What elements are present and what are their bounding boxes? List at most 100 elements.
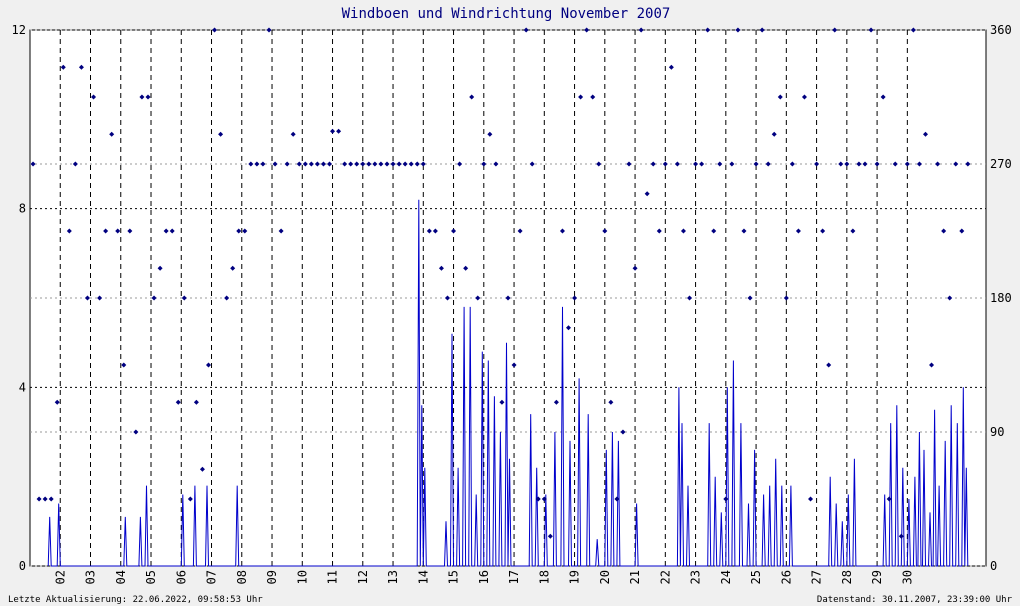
direction-point-153 bbox=[953, 161, 959, 167]
x-tick-28: 28 bbox=[840, 570, 854, 584]
x-tick-12: 12 bbox=[356, 570, 370, 584]
direction-point-23 bbox=[169, 228, 175, 234]
direction-point-70 bbox=[451, 228, 457, 234]
x-tick-27: 27 bbox=[810, 570, 824, 584]
direction-point-121 bbox=[759, 27, 765, 33]
direction-point-96 bbox=[608, 399, 614, 405]
direction-point-42 bbox=[284, 161, 290, 167]
direction-point-127 bbox=[795, 228, 801, 234]
direction-point-30 bbox=[212, 27, 218, 33]
direction-point-133 bbox=[832, 27, 838, 33]
x-tick-05: 05 bbox=[144, 570, 158, 584]
direction-point-64 bbox=[414, 161, 420, 167]
x-tick-15: 15 bbox=[447, 570, 461, 584]
direction-point-125 bbox=[783, 295, 789, 301]
gust-series bbox=[47, 199, 969, 567]
direction-point-40 bbox=[272, 161, 278, 167]
direction-point-141 bbox=[880, 94, 886, 100]
footer-data-status: Datenstand: 30.11.2007, 23:39:00 Uhr bbox=[817, 595, 1013, 605]
direction-point-86 bbox=[547, 533, 553, 539]
direction-point-148 bbox=[922, 131, 928, 137]
direction-point-14 bbox=[115, 228, 121, 234]
direction-point-119 bbox=[747, 295, 753, 301]
direction-point-89 bbox=[566, 325, 572, 331]
direction-point-135 bbox=[844, 161, 850, 167]
y-right-tick-360: 360 bbox=[990, 23, 1012, 37]
direction-point-123 bbox=[771, 131, 777, 137]
direction-point-120 bbox=[753, 161, 759, 167]
direction-point-52 bbox=[342, 161, 348, 167]
direction-point-3 bbox=[48, 496, 54, 502]
y-right-tick-0: 0 bbox=[990, 559, 997, 573]
direction-point-28 bbox=[199, 466, 205, 472]
x-axis: 02 03 04 05 06 07 08 09 10 11 12 13 14 15 16 17 18 19 20 21… bbox=[53, 570, 914, 584]
direction-point-81 bbox=[517, 228, 523, 234]
direction-point-43 bbox=[290, 131, 296, 137]
direction-point-73 bbox=[469, 94, 475, 100]
y-left-tick-8: 8 bbox=[19, 202, 26, 216]
direction-point-46 bbox=[308, 161, 314, 167]
direction-point-5 bbox=[60, 64, 66, 70]
direction-point-55 bbox=[360, 161, 366, 167]
direction-point-129 bbox=[808, 496, 814, 502]
direction-point-91 bbox=[578, 94, 584, 100]
direction-point-112 bbox=[705, 27, 711, 33]
direction-point-142 bbox=[886, 496, 892, 502]
direction-point-58 bbox=[378, 161, 384, 167]
direction-point-41 bbox=[278, 228, 284, 234]
direction-point-24 bbox=[175, 399, 181, 405]
direction-point-21 bbox=[157, 265, 163, 271]
direction-point-71 bbox=[457, 161, 463, 167]
direction-point-75 bbox=[481, 161, 487, 167]
direction-point-33 bbox=[230, 265, 236, 271]
direction-point-51 bbox=[336, 128, 342, 134]
direction-point-114 bbox=[717, 161, 723, 167]
direction-point-59 bbox=[384, 161, 390, 167]
direction-point-62 bbox=[402, 161, 408, 167]
x-tick-11: 11 bbox=[326, 570, 340, 584]
direction-point-103 bbox=[650, 161, 656, 167]
direction-point-13 bbox=[109, 131, 115, 137]
direction-point-32 bbox=[224, 295, 230, 301]
y-left-tick-4: 4 bbox=[19, 380, 26, 394]
direction-point-12 bbox=[103, 228, 109, 234]
direction-point-2 bbox=[42, 496, 48, 502]
x-tick-19: 19 bbox=[568, 570, 582, 584]
direction-point-4 bbox=[54, 399, 60, 405]
direction-point-84 bbox=[535, 496, 541, 502]
y-left-tick-0: 0 bbox=[19, 559, 26, 573]
y-axis-right: 0 90 180 270 360 bbox=[990, 23, 1012, 573]
x-tick-16: 16 bbox=[477, 570, 491, 584]
direction-point-67 bbox=[432, 228, 438, 234]
direction-point-140 bbox=[874, 161, 880, 167]
x-tick-13: 13 bbox=[386, 570, 400, 584]
x-tick-06: 06 bbox=[174, 570, 188, 584]
y-right-tick-180: 180 bbox=[990, 291, 1012, 305]
direction-point-61 bbox=[396, 161, 402, 167]
x-tick-30: 30 bbox=[900, 570, 914, 584]
direction-point-49 bbox=[327, 161, 333, 167]
direction-point-110 bbox=[693, 161, 699, 167]
direction-point-106 bbox=[668, 64, 674, 70]
direction-point-128 bbox=[801, 94, 807, 100]
y-axis-left: 0 4 8 12 bbox=[12, 23, 26, 573]
x-tick-17: 17 bbox=[507, 570, 521, 584]
direction-point-102 bbox=[644, 191, 650, 197]
direction-point-113 bbox=[711, 228, 717, 234]
direction-point-111 bbox=[699, 161, 705, 167]
direction-point-138 bbox=[862, 161, 868, 167]
direction-point-154 bbox=[959, 228, 965, 234]
direction-point-130 bbox=[814, 161, 820, 167]
direction-point-109 bbox=[687, 295, 693, 301]
direction-point-11 bbox=[97, 295, 103, 301]
direction-point-69 bbox=[444, 295, 450, 301]
x-tick-22: 22 bbox=[658, 570, 672, 584]
direction-point-47 bbox=[314, 161, 320, 167]
direction-point-66 bbox=[426, 228, 432, 234]
y-left-tick-12: 12 bbox=[12, 23, 26, 37]
direction-point-29 bbox=[205, 362, 211, 368]
direction-point-134 bbox=[838, 161, 844, 167]
direction-point-6 bbox=[66, 228, 72, 234]
direction-point-126 bbox=[789, 161, 795, 167]
